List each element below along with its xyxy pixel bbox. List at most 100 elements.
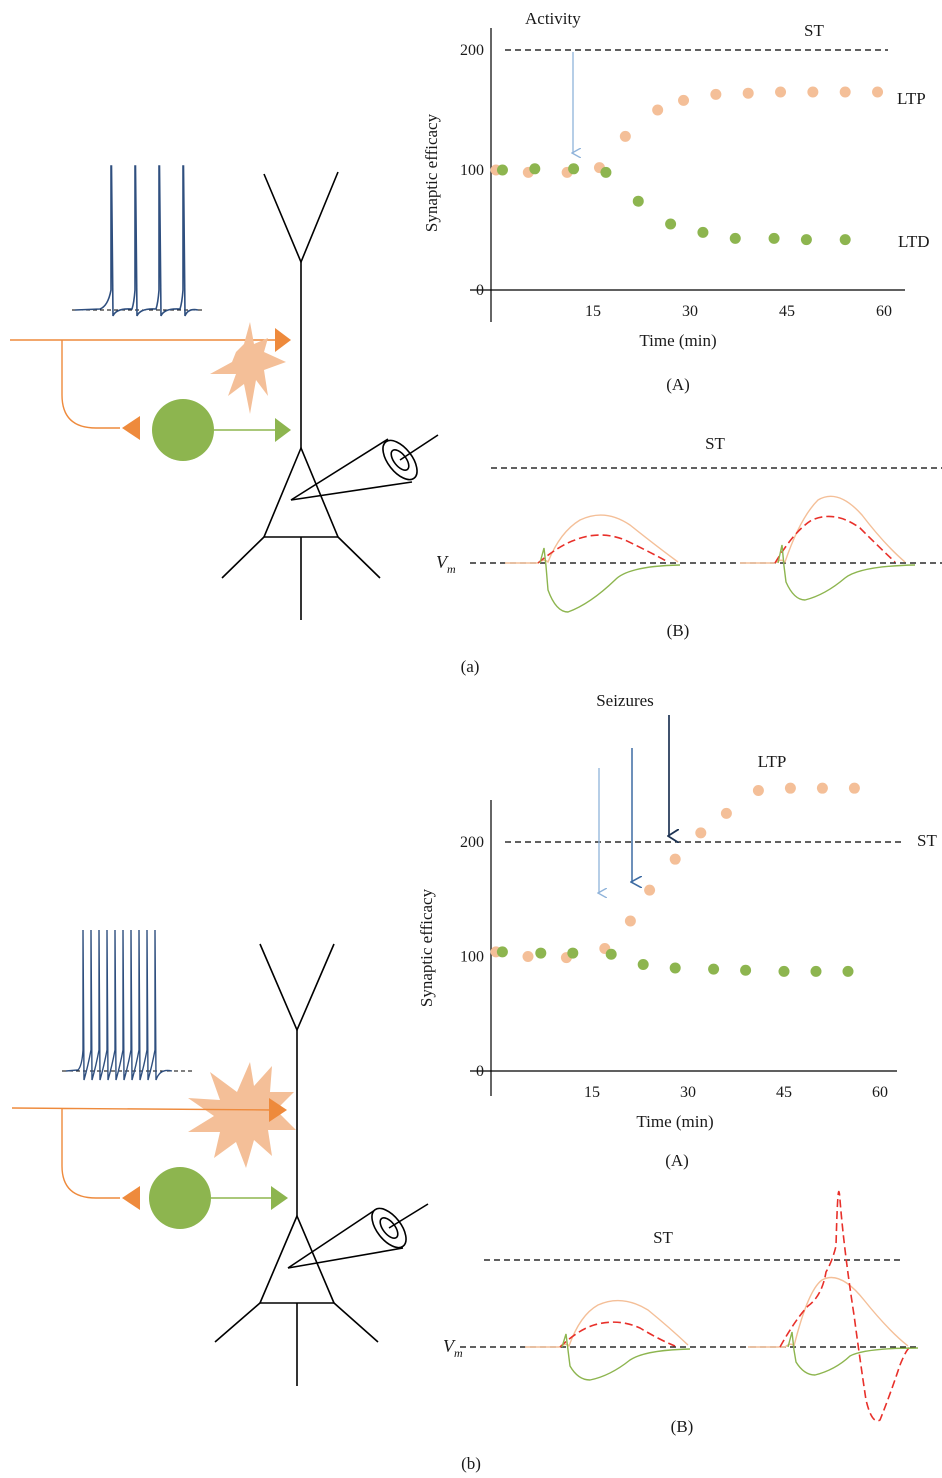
vm-label-b: Vm [443,1336,463,1360]
plasticity-chart-b: 15 30 45 60 0 100 200 Time (min) Synaptic effi… [417,691,937,1170]
data-point-ltd [496,946,508,958]
epsp-trace-2-b [748,1190,919,1422]
data-point-ltd [697,226,709,238]
data-point-ltp [720,807,732,819]
data-point-ltp [710,88,722,100]
data-point-ltp [678,94,690,106]
interneuron-input-terminal [122,1186,140,1210]
x-tick-label: 45 [779,303,795,320]
data-point-ltd [632,195,644,207]
reactive-astrocyte-b [188,1062,296,1168]
presynaptic-axon-b [11,1098,287,1210]
chart-a-marks [490,49,888,246]
recording-electrode-a [290,434,439,501]
chart-b-ticks: 15 30 45 60 0 100 200 [460,834,888,1101]
data-point-ltd [665,218,677,230]
chart-a-caption: (A) [666,375,690,394]
x-axis-label: Time (min) [636,1112,713,1131]
chart-b-marks [490,782,905,977]
data-point-ltd [842,965,854,977]
trace-b-caption: (B) [671,1417,694,1436]
data-point-ltp [775,86,787,98]
x-tick-label: 60 [872,1084,888,1101]
trace-st-label-b: ST [653,1228,673,1247]
data-point-ltp [816,782,828,794]
data-point-ltd [810,965,822,977]
spike-train-a [72,165,202,317]
excitatory-terminal [275,328,291,352]
x-tick-label: 30 [682,303,698,320]
panel-b-label: (b) [461,1454,481,1473]
pyramidal-neuron-a [221,171,381,620]
epsp-trace-2-a [740,495,916,601]
x-tick-label: 15 [584,1084,600,1101]
data-point-ltd [669,962,681,974]
data-point-ltp [784,782,796,794]
data-point-ltd [600,166,612,178]
x-tick-label: 45 [776,1084,792,1101]
x-tick-label: 15 [585,303,601,320]
y-tick-label: 0 [476,282,484,299]
data-point-ltp [644,884,656,896]
data-point-ltp [624,915,636,927]
y-tick-label: 100 [460,949,484,966]
data-point-ltd [568,163,580,175]
data-point-ltd [729,232,741,244]
vm-label-a: Vm [436,552,456,576]
excitatory-terminal [269,1098,287,1122]
data-point-ltp [695,827,707,839]
data-point-ltd [535,947,547,959]
data-point-ltd [778,965,790,977]
data-point-ltd [740,964,752,976]
data-point-ltd [839,234,851,246]
data-point-ltd [768,232,780,244]
recording-electrode-b [287,1203,429,1269]
st-label: ST [917,831,937,850]
epsp-trace-1-b [525,1299,691,1381]
panel-a-schematic [10,165,439,620]
ltd-label: LTD [898,232,930,251]
data-point-ltd [800,234,812,246]
data-point-ltp [848,782,860,794]
traces-b: ST Vm (B) [443,1190,919,1436]
x-tick-label: 60 [876,303,892,320]
interneuron-input-terminal [122,416,140,440]
epsp-trace-1-a [505,514,681,613]
x-tick-label: 30 [680,1084,696,1101]
presynaptic-axon-a [10,328,291,440]
data-point-ltd [496,164,508,176]
pyramidal-neuron-b [214,943,379,1386]
ltp-label: LTP [897,89,926,108]
ltp-label: LTP [758,752,787,771]
data-point-ltp [839,86,851,98]
plasticity-chart-a: 15 30 45 60 0 100 200 Time (min) Synaptic effi… [422,9,930,394]
data-point-ltd [605,948,617,960]
inhibitory-terminal-a [275,418,291,442]
data-point-ltp [522,951,534,962]
inhibitory-interneuron-a [152,399,214,461]
trace-a-caption: (B) [667,621,690,640]
data-point-ltd [529,163,541,175]
chart-b-caption: (A) [665,1151,689,1170]
data-point-ltd [708,963,720,975]
y-tick-label: 200 [460,834,484,851]
activity-label: Activity [525,9,581,28]
data-point-ltp [652,104,664,116]
x-axis-label: Time (min) [639,331,716,350]
inhibitory-terminal-b [271,1186,288,1210]
data-point-ltd [567,947,579,959]
data-point-ltp [742,87,754,99]
st-label: ST [804,21,824,40]
traces-a: ST Vm (B) [436,434,942,640]
data-point-ltp [619,130,631,142]
panel-b-schematic [11,929,429,1386]
inhibitory-interneuron-b [149,1167,211,1229]
panel-a-label: (a) [461,657,480,676]
y-axis-label: Synaptic efficacy [422,113,441,232]
data-point-ltp [807,86,819,98]
data-point-ltd [637,959,649,971]
spike-train-b [62,929,192,1081]
y-tick-label: 200 [460,42,484,59]
astrocyte-a [210,322,286,414]
